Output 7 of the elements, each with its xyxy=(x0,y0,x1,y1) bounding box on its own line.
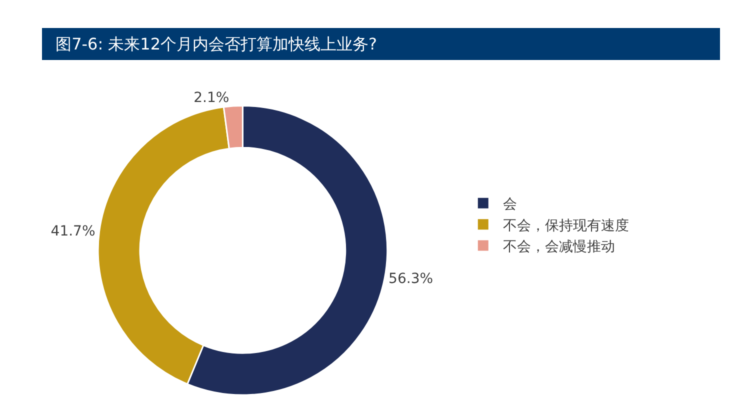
data-label: 56.3% xyxy=(388,270,434,287)
legend-label: 不会，保持现有速度 xyxy=(503,218,630,234)
chart-title: 图7-6: 未来12个月内会否打算加快线上业务? xyxy=(56,34,378,54)
legend-label: 会 xyxy=(503,196,518,213)
data-label: 41.7% xyxy=(50,223,96,240)
legend-label: 不会，会减慢推动 xyxy=(503,238,616,255)
data-label: 2.1% xyxy=(194,90,230,106)
